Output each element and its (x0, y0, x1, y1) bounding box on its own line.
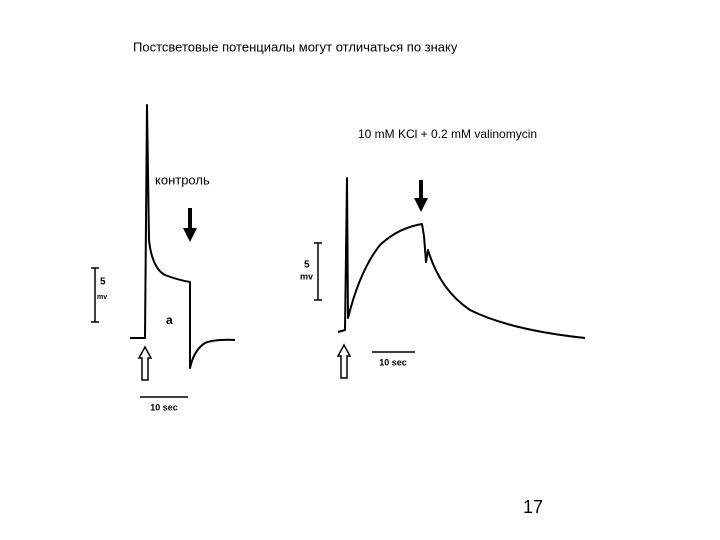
scale-value: 5 (100, 277, 106, 288)
panel-label: контроль (155, 172, 210, 187)
panel-label: 10 mM KCl + 0.2 mM valinomycin (358, 127, 537, 141)
scale-unit: mv (97, 294, 107, 301)
stimulus-off-arrow (183, 208, 197, 242)
time-scale: 10 sec (150, 402, 178, 412)
scale-unit: mv (300, 271, 313, 281)
page-number: 17 (523, 497, 543, 517)
scale-bar (314, 242, 322, 301)
scale-value: 5 (304, 260, 310, 271)
marker: a (166, 313, 173, 327)
stimulus-off-arrow (414, 180, 428, 212)
trace (337, 177, 586, 339)
stimulus-on-arrow (137, 345, 153, 381)
title: Постсветовые потенциалы могут отличаться… (133, 39, 458, 54)
scale-bar (91, 267, 99, 323)
time-scale: 10 sec (379, 357, 407, 367)
stimulus-on-arrow (336, 343, 352, 379)
trace (130, 104, 236, 369)
